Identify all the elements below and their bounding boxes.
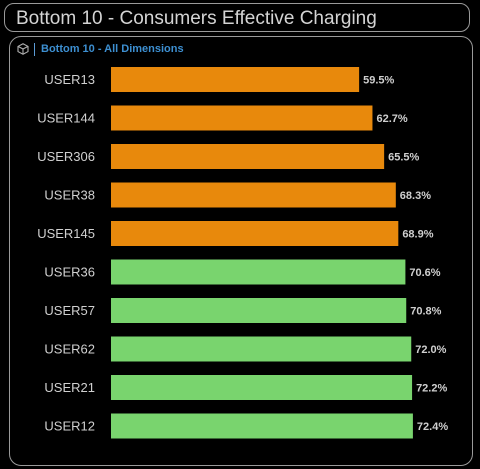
value-label: 62.7% (376, 113, 407, 125)
bar[interactable] (111, 336, 412, 362)
panel-header: Bottom 10 - All Dimensions (17, 42, 184, 56)
header-separator (34, 42, 35, 56)
category-label: USER62 (44, 342, 95, 357)
value-label: 70.6% (409, 267, 440, 279)
bar[interactable] (111, 182, 396, 208)
bar[interactable] (111, 298, 407, 323)
value-label: 68.3% (400, 190, 431, 202)
category-label: USER12 (44, 419, 95, 434)
category-label: USER57 (44, 303, 95, 318)
panel-subtitle: Bottom 10 - All Dimensions (41, 43, 184, 55)
category-label: USER38 (44, 188, 95, 203)
cube-icon[interactable] (17, 43, 29, 55)
category-label: USER36 (44, 265, 95, 280)
category-label: USER145 (37, 226, 95, 241)
bar[interactable] (111, 259, 406, 285)
chart-panel: Bottom 10 - All Dimensions USER13 59.5% US… (9, 36, 473, 466)
category-label: USER13 (44, 72, 95, 87)
value-label: 70.8% (410, 306, 441, 318)
value-label: 68.9% (402, 229, 433, 241)
bar-chart: USER13 59.5% USER144 62.7% USER306 65.5% USER3… (37, 67, 448, 439)
value-label: 72.0% (415, 344, 446, 356)
category-label: USER306 (37, 149, 95, 164)
category-label: USER21 (44, 380, 95, 395)
bar[interactable] (111, 105, 373, 131)
category-label: USER144 (37, 111, 95, 126)
bar[interactable] (111, 413, 413, 439)
bar[interactable] (111, 144, 385, 169)
bar[interactable] (111, 67, 360, 92)
bar[interactable] (111, 221, 399, 246)
value-label: 65.5% (388, 152, 419, 164)
bar[interactable] (111, 375, 413, 400)
chart-title-box: Bottom 10 - Consumers Effective Charging (4, 3, 470, 32)
chart-title: Bottom 10 - Consumers Effective Charging (16, 8, 377, 29)
value-label: 72.4% (417, 421, 448, 433)
value-label: 72.2% (416, 383, 447, 395)
value-label: 59.5% (363, 75, 394, 87)
